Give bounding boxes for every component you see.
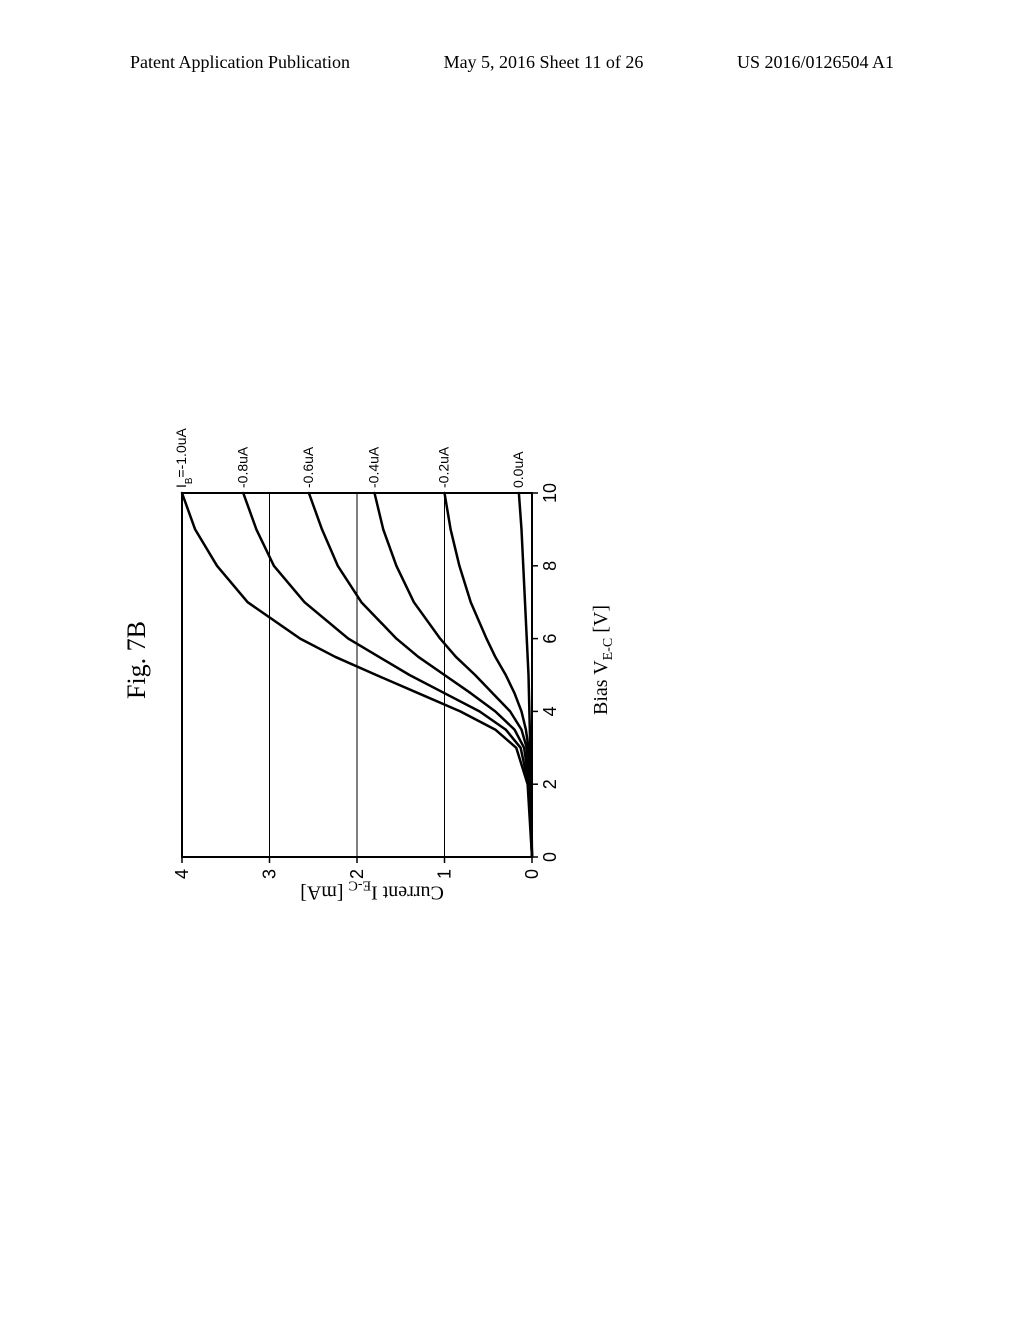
x-axis-label: Bias VE-C [V] xyxy=(590,605,617,715)
xlabel-suffix: [V] xyxy=(590,605,612,638)
svg-text:0.0uA: 0.0uA xyxy=(510,451,526,488)
ylabel-suffix: [mA] xyxy=(300,882,348,904)
xlabel-sub: E-C xyxy=(601,638,616,661)
chart: 0246810012340.0uA-0.2uA-0.4uA-0.6uA-0.8u… xyxy=(172,408,572,912)
svg-text:-0.4uA: -0.4uA xyxy=(366,446,382,488)
header-left: Patent Application Publication xyxy=(130,52,350,73)
figure-container: Fig. 7B 0246810012340.0uA-0.2uA-0.4uA-0.… xyxy=(122,408,902,912)
ylabel-sub: E-C xyxy=(349,878,372,893)
svg-text:4: 4 xyxy=(172,869,192,879)
svg-text:-0.8uA: -0.8uA xyxy=(234,446,250,488)
svg-text:6: 6 xyxy=(540,634,560,644)
header-center: May 5, 2016 Sheet 11 of 26 xyxy=(444,52,644,73)
page-header: Patent Application Publication May 5, 20… xyxy=(0,52,1024,73)
svg-text:-0.6uA: -0.6uA xyxy=(300,446,316,488)
figure-label: Fig. 7B xyxy=(122,408,152,912)
svg-text:2: 2 xyxy=(540,779,560,789)
svg-text:0: 0 xyxy=(522,869,542,879)
svg-text:4: 4 xyxy=(540,706,560,716)
xlabel-prefix: Bias V xyxy=(590,660,612,715)
y-axis-label: Current IE-C [mA] xyxy=(300,877,444,904)
chart-svg: 0246810012340.0uA-0.2uA-0.4uA-0.6uA-0.8u… xyxy=(172,408,572,912)
svg-text:0: 0 xyxy=(540,852,560,862)
svg-text:8: 8 xyxy=(540,561,560,571)
svg-text:IB=-1.0uA: IB=-1.0uA xyxy=(173,427,195,488)
svg-text:-0.2uA: -0.2uA xyxy=(436,446,452,488)
ylabel-prefix: Current I xyxy=(371,882,444,904)
svg-text:3: 3 xyxy=(260,869,280,879)
header-right: US 2016/0126504 A1 xyxy=(737,52,894,73)
svg-text:10: 10 xyxy=(540,483,560,503)
